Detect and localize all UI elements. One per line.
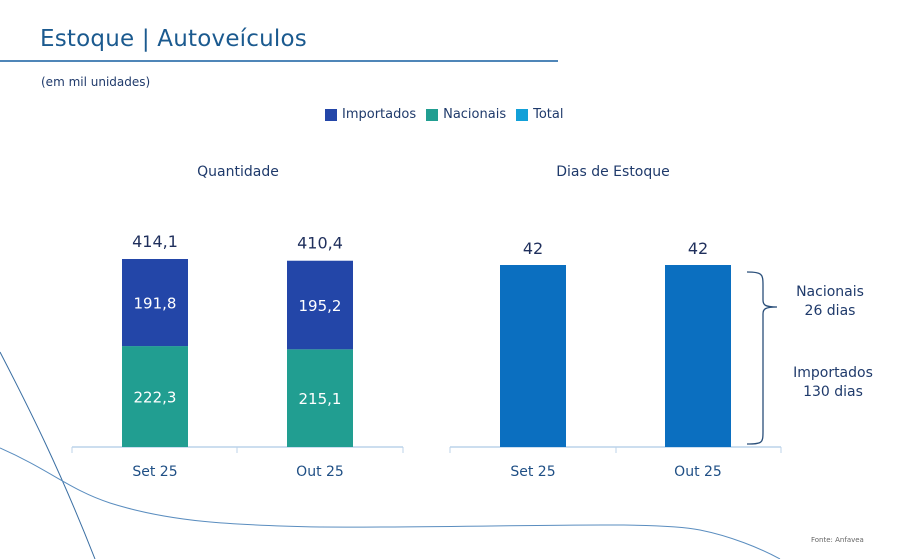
legend-swatch-importados (325, 108, 337, 121)
bar-importados-0 (122, 259, 188, 347)
source-note: Fonte: Anfavea (811, 536, 864, 544)
decorative-curve (0, 447, 781, 559)
decorative-curve (0, 351, 96, 559)
legend-label: Total (533, 107, 564, 122)
bar-nacionais-1 (287, 349, 353, 447)
brace-icon (746, 271, 778, 445)
legend-swatch-nacionais (426, 108, 439, 121)
annotation-importados-days: 130 dias (803, 384, 863, 400)
data-label-nacionais: 222,3 (134, 389, 177, 407)
data-label-total: 414,1 (132, 232, 178, 251)
data-label-importados: 191,8 (134, 295, 177, 313)
bar-importados-1 (287, 260, 353, 350)
legend-item-total: Total (516, 107, 563, 122)
chart-title-quantidade: Quantidade (197, 164, 279, 180)
units-subtitle: (em mil unidades) (41, 75, 151, 89)
bar-dias-1 (665, 265, 731, 447)
data-label-importados: 195,2 (299, 297, 342, 315)
page-title: Estoque | Autoveículos (40, 26, 307, 52)
legend: Importados Nacionais Total (325, 107, 563, 122)
legend-swatch-total (516, 108, 529, 121)
legend-label: Nacionais (443, 107, 507, 122)
annotation-nacionais-label: Nacionais (796, 284, 864, 300)
data-label-total: 410,4 (297, 234, 343, 253)
bar-dias-0 (500, 265, 566, 447)
title-divider (0, 60, 558, 62)
x-tick-label: Set 25 (510, 464, 555, 480)
bar-nacionais-0 (122, 346, 188, 447)
x-tick-label: Out 25 (296, 464, 344, 480)
annotation-nacionais-days: 26 dias (804, 303, 856, 319)
legend-item-nacionais: Nacionais (426, 107, 506, 122)
data-label-nacionais: 215,1 (299, 390, 342, 408)
chart-title-dias: Dias de Estoque (556, 164, 670, 180)
legend-label: Importados (342, 107, 417, 122)
x-tick-label: Set 25 (132, 464, 177, 480)
legend-item-importados: Importados (325, 107, 416, 122)
data-label-dias: 42 (523, 239, 543, 258)
annotation-importados: Importados 130 dias (778, 364, 888, 402)
data-label-dias: 42 (688, 239, 708, 258)
x-tick-label: Out 25 (674, 464, 722, 480)
annotation-importados-label: Importados (793, 365, 873, 381)
annotation-nacionais: Nacionais 26 dias (775, 283, 885, 321)
